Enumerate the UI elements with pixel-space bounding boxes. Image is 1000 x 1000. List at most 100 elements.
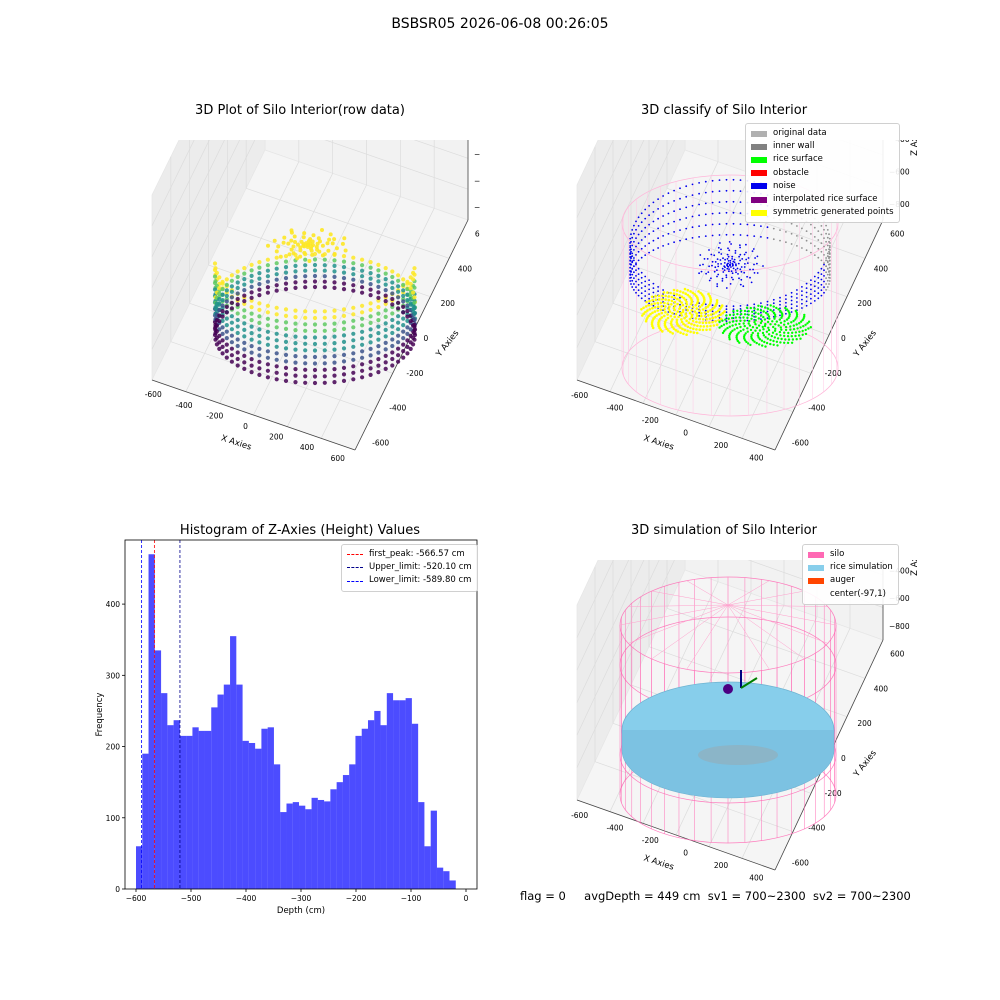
raw-point <box>302 250 307 255</box>
classify-point <box>704 235 707 237</box>
classify-point <box>805 249 808 252</box>
classify-point <box>711 234 714 237</box>
raw-point <box>332 380 337 385</box>
raw-point <box>383 360 388 365</box>
histogram-bar <box>261 728 268 889</box>
raw-point <box>293 315 298 320</box>
classify-point <box>794 334 797 338</box>
classify-point <box>757 312 760 315</box>
simulation-gridline <box>576 560 630 671</box>
simulation-legend-swatch <box>808 578 824 584</box>
classify-point <box>659 328 662 331</box>
raw-point <box>401 288 406 293</box>
classify-point <box>762 265 764 267</box>
raw-point <box>396 278 401 283</box>
classify-point <box>674 328 678 332</box>
raw-gridline <box>151 140 210 257</box>
classify-point <box>644 217 647 220</box>
histogram-chart[interactable]: −600 −500 −400 −300 −200 −100 00100200300400De… <box>80 530 490 920</box>
raw-3d-plot[interactable]: -600-400-2000200400600-600-400-200020040… <box>140 140 480 470</box>
simulation-3d-plot[interactable]: -600-400-2000200400-600-400-200020040060… <box>565 560 920 890</box>
classify-point <box>787 310 790 313</box>
classify-point <box>690 303 693 306</box>
classify-point <box>695 320 698 324</box>
classify-point <box>739 246 741 249</box>
classify-point <box>711 179 714 182</box>
classify-point <box>785 294 787 297</box>
classify-point <box>772 298 775 301</box>
classify-point <box>766 337 769 340</box>
histogram-bar <box>299 805 306 889</box>
raw-point <box>408 275 413 280</box>
classify-point <box>630 283 632 285</box>
raw-point <box>412 295 417 300</box>
classify-point <box>631 229 634 231</box>
classify-point <box>762 328 765 331</box>
classify-point <box>729 264 731 266</box>
classify-point <box>635 263 637 266</box>
classify-point <box>631 244 634 247</box>
raw-point <box>351 344 356 349</box>
classify-x-tick-label: 400 <box>749 453 764 462</box>
classify-legend-swatch <box>751 170 767 177</box>
raw-point <box>383 366 388 371</box>
raw-point <box>224 316 229 321</box>
raw-point <box>312 341 318 347</box>
classify-point <box>817 239 820 241</box>
classify-point <box>732 211 735 214</box>
classify-point <box>810 297 812 300</box>
classify-point <box>648 302 650 305</box>
histogram-legend: first_peak: -566.57 cm Upper_limit: -520.… <box>341 544 478 592</box>
raw-point <box>360 310 365 315</box>
raw-point <box>401 355 406 360</box>
raw-y-tick-label: 200 <box>441 299 456 308</box>
raw-point <box>383 293 388 298</box>
raw-point <box>257 301 262 306</box>
classify-point <box>739 305 742 307</box>
raw-point <box>376 273 381 278</box>
classify-point <box>679 314 681 317</box>
classify-point <box>640 297 643 300</box>
classify-point <box>644 295 647 297</box>
raw-z-tick-label: −600 <box>474 203 480 212</box>
raw-point <box>322 285 327 290</box>
raw-point <box>376 318 381 323</box>
raw-point <box>383 334 388 339</box>
classify-point <box>758 329 762 332</box>
raw-point <box>293 360 298 365</box>
classify-legend-label: interpolated rice surface <box>773 194 878 205</box>
classify-point <box>746 275 748 278</box>
classify-point <box>735 271 737 274</box>
raw-point <box>242 277 247 282</box>
classify-point <box>810 293 812 295</box>
classify-point <box>746 316 749 320</box>
raw-point <box>249 305 254 310</box>
classify-point <box>669 291 672 295</box>
classify-point <box>648 297 650 300</box>
raw-point <box>272 238 277 243</box>
classify-point <box>765 341 769 345</box>
histogram-bar <box>317 799 325 889</box>
raw-point <box>401 316 406 321</box>
raw-point <box>351 331 356 336</box>
classify-point <box>675 320 679 324</box>
classify-legend-item: inner wall <box>751 140 894 153</box>
classify-point <box>772 343 775 346</box>
raw-point <box>212 261 218 266</box>
classify-point <box>629 242 631 244</box>
raw-point <box>396 327 401 332</box>
classify-point <box>752 268 754 271</box>
classify-point <box>664 305 667 308</box>
classify-point <box>720 253 723 255</box>
classify-point <box>651 311 654 315</box>
classify-point <box>677 315 680 319</box>
classify-point <box>779 296 781 299</box>
simulation-y-tick-label: -600 <box>792 859 809 868</box>
simulation-silo-roof <box>686 580 729 606</box>
classify-point <box>828 283 830 285</box>
raw-point <box>303 274 308 279</box>
raw-point <box>283 259 289 264</box>
simulation-y-tick-label: 0 <box>841 754 846 763</box>
classify-point <box>769 304 772 307</box>
classify-point <box>659 308 663 312</box>
